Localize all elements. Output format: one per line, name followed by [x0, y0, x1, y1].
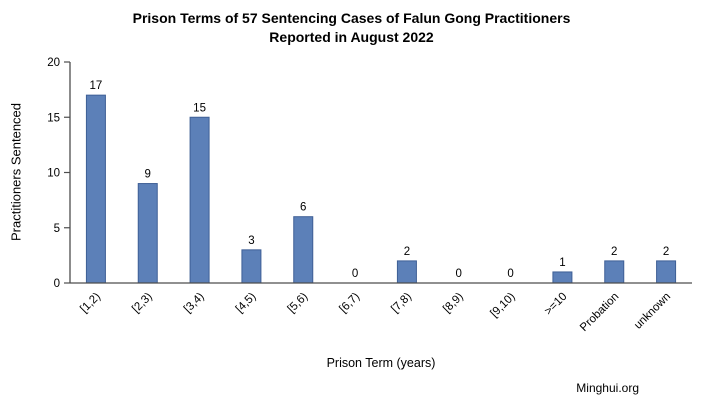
- x-category-label: Probation: [578, 291, 621, 334]
- bar-value-label: 2: [611, 246, 617, 258]
- chart-bar: [241, 249, 262, 284]
- chart-bar: [656, 260, 677, 284]
- x-category-label: [9,10): [488, 291, 517, 320]
- x-category-label: [7,8): [389, 291, 414, 316]
- chart-bar: [396, 260, 417, 284]
- bar-value-label: 6: [300, 202, 306, 214]
- bar-value-label: 17: [90, 80, 103, 92]
- chart-title: Prison Terms of 57 Sentencing Cases of F…: [0, 9, 703, 47]
- bar-value-label: 0: [456, 268, 462, 280]
- x-category-label: [4,5): [234, 291, 259, 316]
- x-category-label: >=10: [543, 291, 570, 318]
- chart-bar: [189, 116, 210, 284]
- bar-value-label: 3: [248, 235, 254, 247]
- chart-bar: [293, 216, 314, 284]
- x-category-label: [8,9): [441, 291, 466, 316]
- bar-value-label: 1: [559, 257, 565, 269]
- chart-bar: [85, 94, 106, 284]
- x-category-label: [6,7): [337, 291, 362, 316]
- x-category-label: unknown: [632, 291, 673, 332]
- bar-value-label: 0: [352, 268, 358, 280]
- chart-bar: [604, 260, 625, 284]
- chart-title-line2: Reported in August 2022: [269, 29, 434, 45]
- x-category-label: [5,6): [286, 291, 311, 316]
- chart-bar: [137, 183, 158, 284]
- y-tick-label: 5: [54, 223, 60, 235]
- bar-value-label: 2: [404, 246, 410, 258]
- x-category-label: [1,2): [78, 291, 103, 316]
- bar-value-label: 15: [193, 102, 206, 114]
- bar-value-label: 9: [145, 169, 151, 181]
- chart-title-line1: Prison Terms of 57 Sentencing Cases of F…: [132, 10, 571, 26]
- y-tick-label: 15: [47, 112, 60, 124]
- watermark: Minghui.org: [576, 381, 639, 395]
- chart-bar: [552, 271, 573, 284]
- y-tick-label: 0: [54, 278, 60, 290]
- bar-value-label: 2: [663, 246, 669, 258]
- x-category-label: [2,3): [130, 291, 155, 316]
- y-tick-label: 20: [47, 57, 60, 69]
- x-axis-title: Prison Term (years): [326, 356, 436, 370]
- y-tick-label: 10: [47, 168, 60, 180]
- x-category-label: [3,4): [182, 291, 207, 316]
- bar-value-label: 0: [507, 268, 513, 280]
